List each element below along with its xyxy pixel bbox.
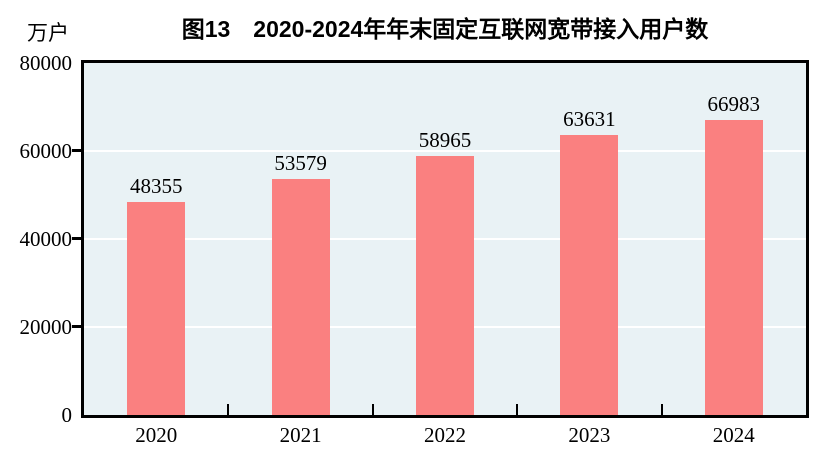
x-axis-label: 2023 — [568, 423, 611, 447]
chart-title: 图13 2020-2024年年末固定互联网宽带接入用户数 — [181, 16, 709, 42]
y-axis-tick-label: 60000 — [19, 139, 73, 163]
bar-value-label: 66983 — [707, 92, 761, 117]
bar-2021 — [271, 179, 330, 415]
y-axis-tick-label: 80000 — [19, 51, 73, 75]
bar-2022 — [416, 155, 474, 415]
x-tick-mark — [516, 404, 519, 415]
y-axis-unit-label: 万户 — [27, 21, 69, 45]
x-tick-mark — [227, 404, 230, 415]
y-tick-mark — [72, 149, 81, 152]
plot-area: 48355 53579 58965 63631 66983 — [81, 60, 809, 418]
x-tick-mark — [660, 404, 663, 415]
x-tick-mark — [371, 404, 374, 415]
x-axis-label: 2022 — [424, 423, 466, 447]
bar-value-label: 63631 — [563, 107, 616, 132]
y-tick-mark — [72, 325, 81, 328]
y-tick-mark — [72, 237, 81, 240]
x-axis-label: 2024 — [712, 423, 755, 447]
bar-value-label: 58965 — [418, 127, 472, 152]
bar-value-label: 53579 — [274, 151, 327, 176]
bar-2024 — [704, 120, 763, 415]
bar-value-label: 48355 — [129, 174, 183, 199]
bar-2020 — [127, 202, 186, 415]
y-axis-tick-label: 20000 — [19, 315, 73, 339]
gridline — [84, 150, 806, 152]
y-axis-tick-label: 40000 — [19, 227, 73, 251]
x-axis-label: 2021 — [279, 423, 322, 447]
y-axis-tick-label: 0 — [61, 403, 73, 427]
x-axis-label: 2020 — [135, 423, 178, 447]
bar-2023 — [560, 135, 619, 415]
